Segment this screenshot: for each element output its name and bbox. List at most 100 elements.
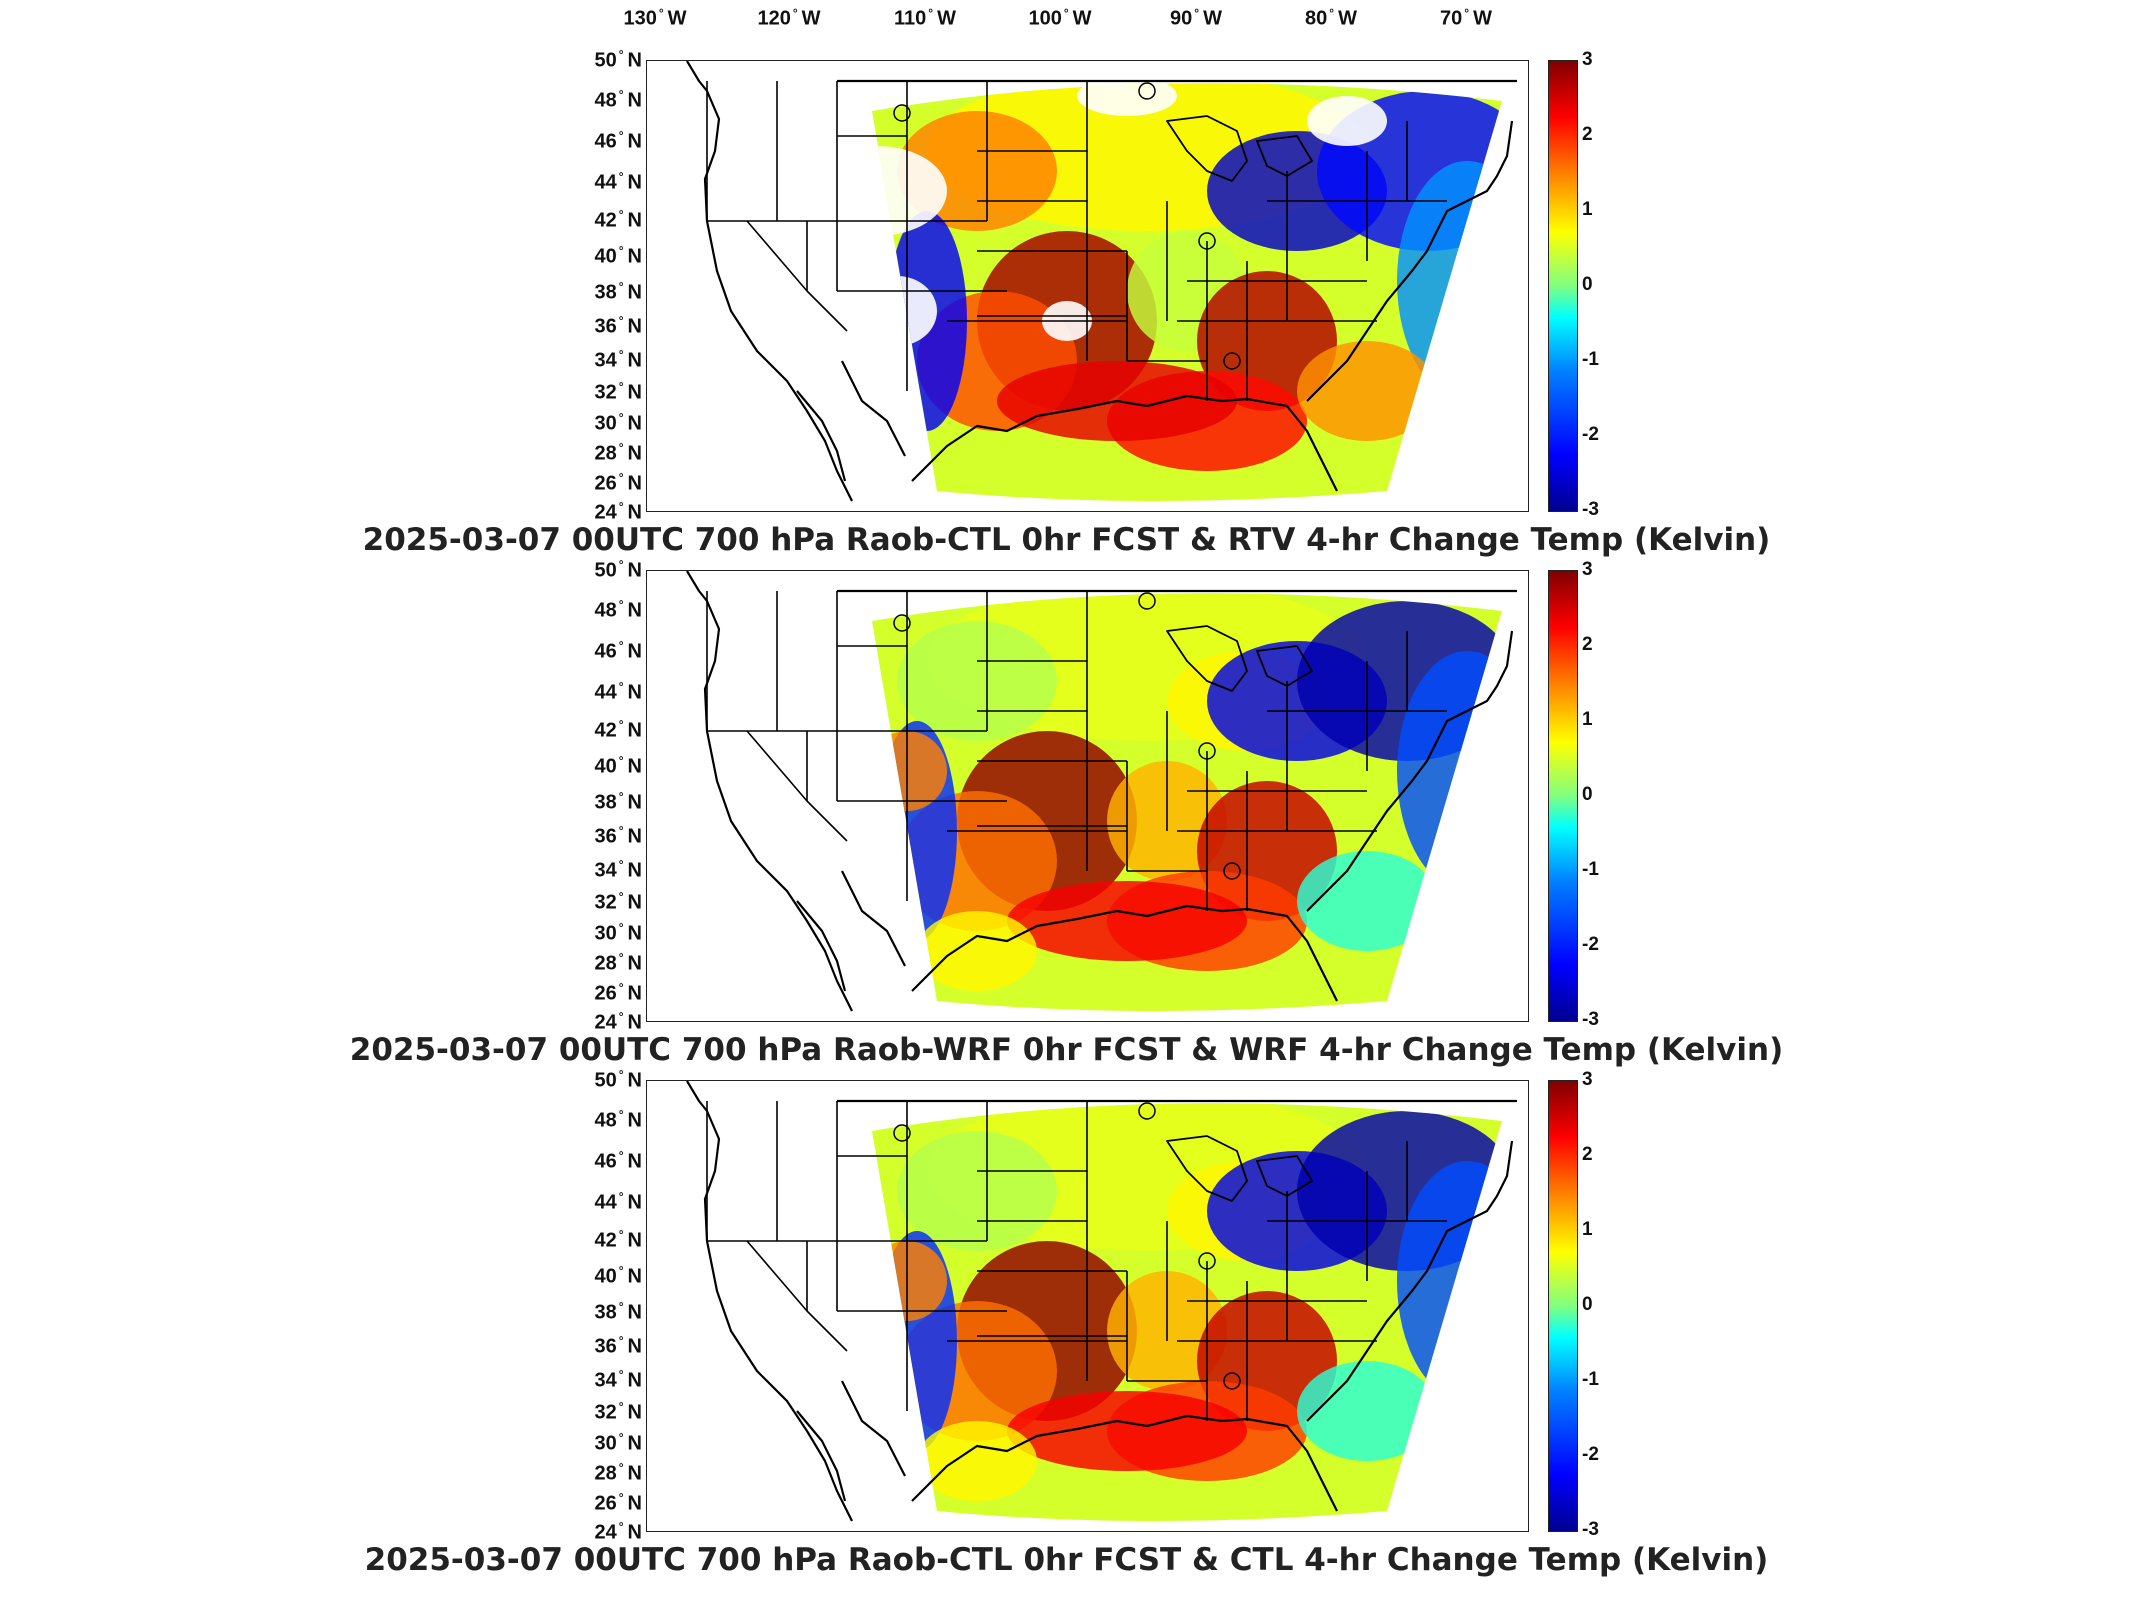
lat-label: 50 ° N	[594, 47, 642, 72]
coastline	[686, 61, 853, 502]
lat-label: 28 ° N	[594, 1460, 642, 1485]
coastline	[1306, 1140, 1514, 1422]
state-boundary	[746, 730, 848, 842]
lat-label: 24 ° N	[594, 499, 642, 524]
lon-label: 70 ° W	[1440, 6, 1492, 30]
longitude-axis: 130 ° W 120 ° W 110 ° W 100 ° W 90 ° W 80 ° W 70 ° W	[0, 6, 2133, 36]
field-blob	[1007, 1391, 1247, 1471]
colorbar-tick: 2	[1582, 634, 1593, 655]
lat-label: 36 ° N	[594, 1333, 642, 1358]
coastline	[911, 904, 1338, 1002]
latitude-axis: 50 ° N 48 ° N 46 ° N 44 ° N 42 ° N 40 ° N 38 ° N 36 ° N 34 ° N 32 ° N…	[560, 48, 642, 524]
missing-data	[872, 146, 947, 236]
colorbar-tick: -3	[1582, 1519, 1599, 1540]
lat-label: 34 ° N	[594, 1367, 642, 1392]
lat-label: 40 ° N	[594, 753, 642, 778]
lat-label: 34 ° N	[594, 347, 642, 372]
lat-label: 42 ° N	[594, 1227, 642, 1252]
colorbar-tick: 3	[1582, 1069, 1593, 1090]
lat-label: 24 ° N	[594, 1009, 642, 1034]
colorbar	[1548, 1080, 1578, 1532]
map-canvas	[686, 571, 1517, 1012]
lat-label: 44 ° N	[594, 1189, 642, 1214]
colorbar-tick: -1	[1582, 859, 1599, 880]
lat-label: 44 ° N	[594, 679, 642, 704]
colorbar-tick: -2	[1582, 1444, 1599, 1465]
lat-label: 40 ° N	[594, 1263, 642, 1288]
coastline	[686, 1081, 853, 1522]
station-marker	[1223, 352, 1241, 370]
temperature-map	[646, 570, 1529, 1022]
colorbar-tick: 2	[1582, 124, 1593, 145]
missing-data	[1077, 83, 1177, 116]
state-boundary	[746, 220, 848, 332]
lon-label: 100 ° W	[1028, 6, 1092, 30]
lat-label: 50 ° N	[594, 557, 642, 582]
lat-label: 48 ° N	[594, 87, 642, 112]
temperature-map	[646, 60, 1529, 512]
field-blob	[1007, 881, 1247, 961]
lat-label: 38 ° N	[594, 789, 642, 814]
colorbar-tick: -1	[1582, 349, 1599, 370]
map-panel-rtv: 50 ° N 48 ° N 46 ° N 44 ° N 42 ° N 40 ° N 38 ° N 36 ° N 34 ° N 32 ° N…	[0, 48, 2133, 570]
lat-label: 40 ° N	[594, 243, 642, 268]
station-marker	[1138, 592, 1156, 610]
colorbar-tick: 2	[1582, 1144, 1593, 1165]
lat-label: 28 ° N	[594, 950, 642, 975]
lat-label: 34 ° N	[594, 857, 642, 882]
station-marker	[1198, 232, 1216, 250]
great-lakes	[1166, 625, 1313, 692]
great-lakes	[1166, 115, 1313, 182]
latitude-axis: 50 ° N 48 ° N 46 ° N 44 ° N 42 ° N 40 ° N 38 ° N 36 ° N 34 ° N 32 ° N…	[560, 1068, 642, 1544]
lat-label: 36 ° N	[594, 823, 642, 848]
colorbar	[1548, 60, 1578, 512]
lat-label: 32 ° N	[594, 1399, 642, 1424]
missing-data	[872, 276, 937, 346]
coastline	[1306, 630, 1514, 912]
lat-label: 26 ° N	[594, 470, 642, 495]
colorbar-tick: 1	[1582, 1219, 1593, 1240]
lon-label: 110 ° W	[894, 6, 956, 30]
lat-label: 46 ° N	[594, 638, 642, 663]
lat-label: 32 ° N	[594, 889, 642, 914]
field-blob	[1297, 341, 1437, 441]
lat-label: 38 ° N	[594, 279, 642, 304]
lat-label: 36 ° N	[594, 313, 642, 338]
panel-title: 2025-03-07 00UTC 700 hPa Raob-WRF 0hr FC…	[349, 1032, 1784, 1068]
missing-data	[1307, 96, 1387, 146]
colorbar-tick: 1	[1582, 199, 1593, 220]
lat-label: 50 ° N	[594, 1067, 642, 1092]
lon-label: 120 ° W	[757, 6, 821, 30]
lat-label: 32 ° N	[594, 379, 642, 404]
map-canvas	[686, 1081, 1517, 1522]
lat-label: 48 ° N	[594, 597, 642, 622]
temperature-map	[646, 1080, 1529, 1532]
coastline	[911, 394, 1338, 492]
coastline	[911, 1414, 1338, 1512]
lon-label: 90 ° W	[1170, 6, 1222, 30]
panel-title: 2025-03-07 00UTC 700 hPa Raob-CTL 0hr FC…	[364, 1542, 1769, 1578]
panel-title: 2025-03-07 00UTC 700 hPa Raob-CTL 0hr FC…	[362, 522, 1771, 558]
latitude-axis: 50 ° N 48 ° N 46 ° N 44 ° N 42 ° N 40 ° N 38 ° N 36 ° N 34 ° N 32 ° N…	[560, 558, 642, 1034]
field-blob	[1297, 1361, 1437, 1461]
lon-label: 80 ° W	[1305, 6, 1357, 30]
station-marker	[893, 104, 911, 122]
lat-label: 42 ° N	[594, 207, 642, 232]
station-marker	[1138, 82, 1156, 100]
lat-label: 30 ° N	[594, 920, 642, 945]
station-marker	[893, 1124, 911, 1142]
lat-label: 24 ° N	[594, 1519, 642, 1544]
colorbar-tick: -1	[1582, 1369, 1599, 1390]
colorbar-tick: 1	[1582, 709, 1593, 730]
colorbar-tick: 3	[1582, 49, 1593, 70]
colorbar-tick: -2	[1582, 934, 1599, 955]
colorbar-tick: -2	[1582, 424, 1599, 445]
colorbar-tick: 0	[1582, 784, 1593, 805]
great-lakes	[1166, 1135, 1313, 1202]
colorbar	[1548, 570, 1578, 1022]
colorbar-tick: -3	[1582, 1009, 1599, 1030]
coastline	[1306, 120, 1514, 402]
lat-label: 26 ° N	[594, 980, 642, 1005]
field-blob	[917, 911, 1037, 991]
colorbar-tick: 0	[1582, 274, 1593, 295]
